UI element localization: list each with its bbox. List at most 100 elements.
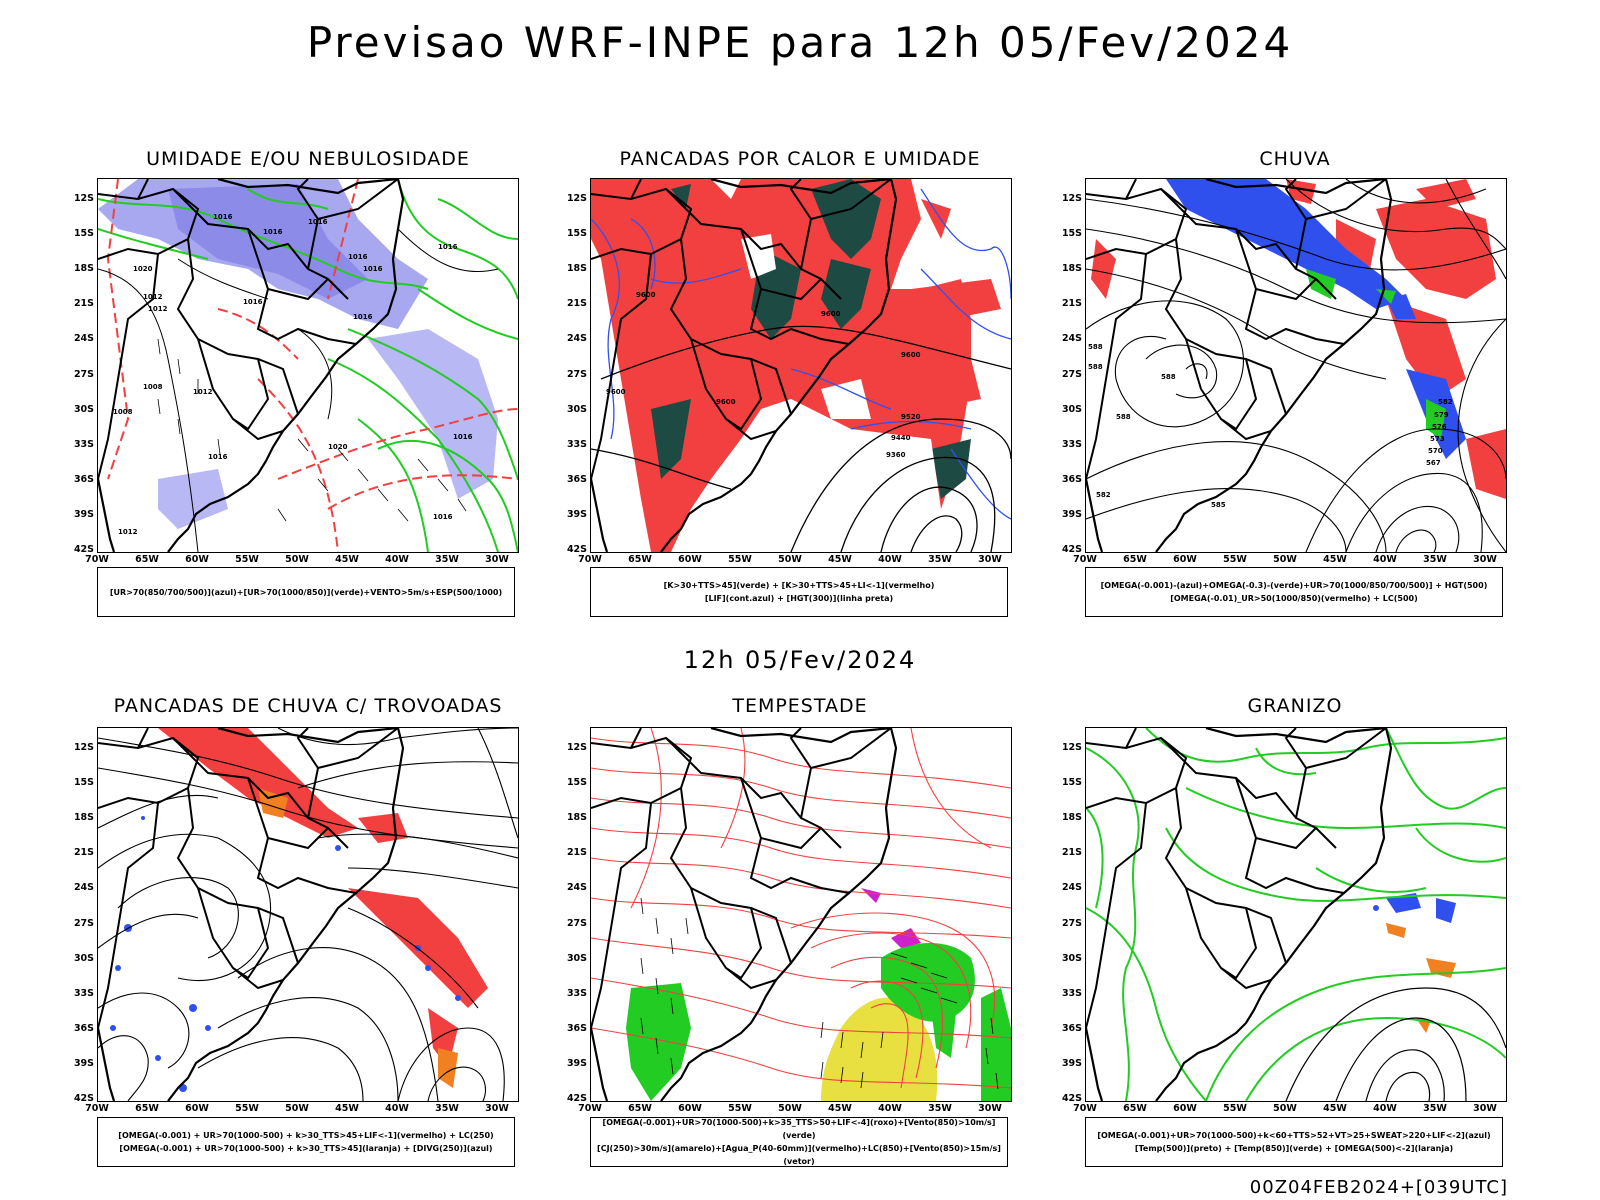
legend-granizo: [OMEGA(-0.001)+UR>70(1000-500)+k<60+TTS>… — [1085, 1117, 1503, 1167]
latitude-tick-label: 36S — [566, 473, 587, 485]
latitude-tick-label: 42S — [73, 1093, 94, 1104]
latitude-tick-label: 21S — [73, 298, 94, 310]
latitude-tick-label: 39S — [566, 1057, 587, 1069]
legend-pancadas-calor: [K>30+TTS>45](verde) + [K>30+TTS>45+LI<-… — [590, 567, 1008, 617]
longitude-tick-label: 70W — [85, 554, 109, 565]
hgt-label: 9600 — [636, 291, 656, 299]
longitude-tick-label: 65W — [135, 1103, 159, 1114]
longitude-tick-label: 55W — [235, 554, 259, 565]
latitude-tick-label: 27S — [566, 368, 587, 380]
latitude-tick-label: 27S — [566, 917, 587, 929]
longitude-tick-label: 30W — [485, 1103, 509, 1114]
longitude-tick-label: 40W — [385, 1103, 409, 1114]
isobar-label: 1012 — [143, 293, 163, 301]
panel-title-granizo: GRANIZO — [1247, 695, 1343, 717]
hgt-label: 582 — [1438, 398, 1453, 406]
latitude-tick-label: 15S — [566, 228, 587, 240]
latitude-tick-label: 12S — [1061, 742, 1082, 753]
isobar-label: 1016 — [453, 433, 473, 441]
longitude-tick-label: 40W — [878, 554, 902, 565]
longitude-tick-label: 55W — [1223, 1103, 1247, 1114]
map-pancadas-calor: 9600 9600 9600 9600 9600 9520 9440 9360 — [590, 178, 1012, 553]
latitude-tick-label: 30S — [73, 952, 94, 964]
map-umidade: 1016 1016 1016 1016 1016 1016 1012 1012 … — [97, 178, 519, 553]
longitude-tick-label: 45W — [335, 554, 359, 565]
hgt-label: 9600 — [606, 388, 626, 396]
hgt-label: 9600 — [901, 351, 921, 359]
longitude-tick-label: 55W — [235, 1103, 259, 1114]
legend-line: [OMEGA(-0.001)+UR>70(1000-500)+k<60+TTS>… — [1097, 1131, 1491, 1140]
longitude-tick-label: 30W — [1473, 1103, 1497, 1114]
longitude-tick-label: 40W — [385, 554, 409, 565]
longitude-tick-label: 40W — [1373, 554, 1397, 565]
isobar-label: 1016 — [213, 213, 233, 221]
isobar-label: 1020 — [328, 443, 348, 451]
latitude-tick-label: 18S — [1061, 263, 1082, 275]
latitude-tick-label: 33S — [566, 987, 587, 999]
latitude-tick-label: 12S — [566, 742, 587, 753]
legend-line: [K>30+TTS>45](verde) + [K>30+TTS>45+LI<-… — [663, 581, 935, 590]
panel-title-pancadas-trovoadas: PANCADAS DE CHUVA C/ TROVOADAS — [113, 695, 503, 717]
panel-title-umidade: UMIDADE E/OU NEBULOSIDADE — [146, 148, 470, 170]
hgt-label: 570 — [1428, 447, 1443, 455]
legend-tempestade: [OMEGA(-0.001)+UR>70(1000-500)+k>35_TTS>… — [590, 1117, 1008, 1167]
legend-line: [CJ(250)>30m/s](amarelo)+[Agua_P(40-60mm… — [597, 1144, 1001, 1166]
longitude-tick-label: 35W — [435, 1103, 459, 1114]
isobar-label: 1016 — [308, 218, 328, 226]
isobar-label: 1016 — [363, 265, 383, 273]
latitude-tick-label: 30S — [73, 403, 94, 415]
latitude-tick-label: 39S — [566, 508, 587, 520]
latitude-tick-label: 24S — [73, 333, 94, 345]
longitude-tick-label: 65W — [135, 554, 159, 565]
latitude-tick-label: 30S — [1061, 952, 1082, 964]
latitude-tick-label: 21S — [566, 847, 587, 859]
longitude-tick-label: 45W — [335, 1103, 359, 1114]
hgt-label: 588 — [1088, 343, 1103, 351]
legend-line: [UR>70(850/700/500)](azul)+[UR>70(1000/8… — [109, 587, 503, 597]
forecast-time-label: 12h 05/Fev/2024 — [683, 646, 917, 674]
isobar-label: 1020 — [133, 265, 153, 273]
longitude-tick-label: 35W — [928, 1103, 952, 1114]
map-tempestade — [590, 727, 1012, 1102]
longitude-tick-label: 60W — [185, 1103, 209, 1114]
longitude-tick-label: 55W — [1223, 554, 1247, 565]
longitude-tick-label: 30W — [978, 554, 1002, 565]
isobar-label: 1016 — [243, 298, 263, 306]
hgt-label: 585 — [1211, 501, 1226, 509]
longitude-tick-label: 70W — [85, 1103, 109, 1114]
legend-line: [OMEGA(-0.001) + UR>70(1000-500) + k>30_… — [118, 1131, 494, 1140]
isobar-label: 1012 — [148, 305, 168, 313]
longitude-tick-label: 35W — [1423, 554, 1447, 565]
latitude-tick-label: 30S — [566, 952, 587, 964]
latitude-tick-label: 24S — [566, 882, 587, 894]
page-title: Previsao WRF-INPE para 12h 05/Fev/2024 — [306, 18, 1294, 67]
map-pancadas-trovoadas — [97, 727, 519, 1102]
hgt-label: 582 — [1096, 491, 1111, 499]
legend-line: [Temp(500)](preto) + [Temp(850)](verde) … — [1134, 1144, 1454, 1153]
isobar-label: 1012 — [118, 528, 138, 536]
latitude-tick-label: 27S — [73, 917, 94, 929]
latitude-tick-label: 24S — [1061, 882, 1082, 894]
legend-umidade: [UR>70(850/700/500)](azul)+[UR>70(1000/8… — [97, 567, 515, 617]
latitude-tick-label: 15S — [1061, 777, 1082, 789]
hgt-label: 9520 — [901, 413, 921, 421]
latitude-tick-label: 21S — [566, 298, 587, 310]
longitude-tick-label: 70W — [578, 1103, 602, 1114]
latitude-tick-label: 15S — [73, 777, 94, 789]
isobar-label: 1016 — [208, 453, 228, 461]
latitude-tick-label: 42S — [566, 544, 587, 555]
hgt-label: 579 — [1434, 411, 1449, 419]
longitude-tick-label: 50W — [778, 1103, 802, 1114]
latitude-tick-label: 39S — [1061, 508, 1082, 520]
longitude-tick-label: 65W — [628, 554, 652, 565]
longitude-tick-label: 65W — [628, 1103, 652, 1114]
latitude-tick-label: 39S — [73, 1057, 94, 1069]
longitude-tick-label: 45W — [1323, 554, 1347, 565]
longitude-tick-label: 50W — [778, 554, 802, 565]
isobar-label: 1016 — [433, 513, 453, 521]
latitude-tick-label: 36S — [566, 1022, 587, 1034]
latitude-tick-label: 15S — [566, 777, 587, 789]
map-chuva: 588 588 588 588 585 582 582 579 576 573 … — [1085, 178, 1507, 553]
latitude-tick-label: 39S — [73, 508, 94, 520]
hgt-label: 9600 — [716, 398, 736, 406]
